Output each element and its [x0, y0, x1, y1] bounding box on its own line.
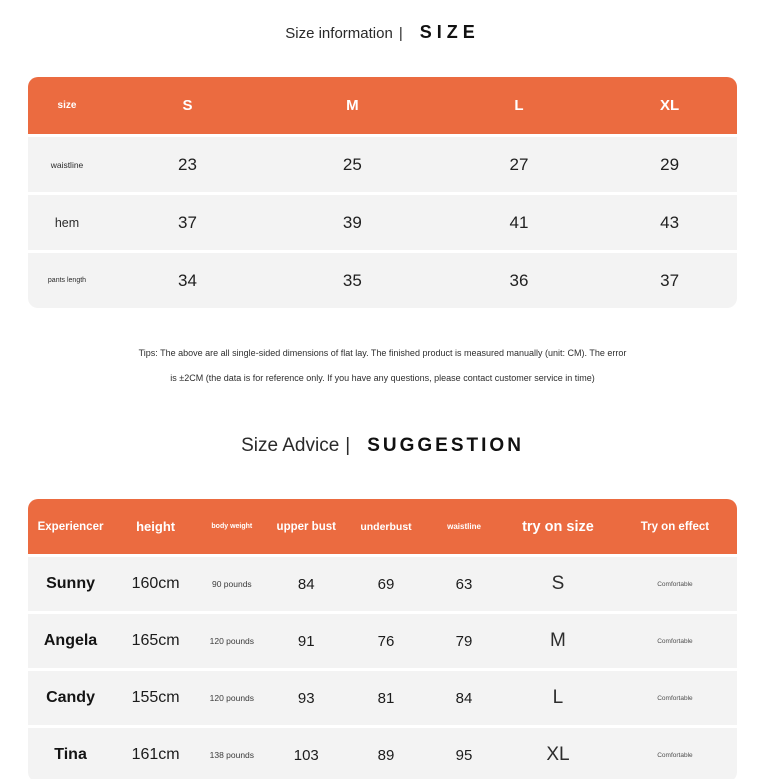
upper-bust-value: 103: [293, 746, 319, 764]
size-table-header-l: L: [514, 97, 524, 114]
size-tips-line2: is ±2CM (the data is for reference only.…: [170, 373, 595, 383]
advice-table: Experiencer height body weight upper bus…: [28, 499, 737, 779]
try-on-effect-value: Comfortable: [657, 580, 693, 588]
experiencer-name: Sunny: [46, 575, 95, 592]
advice-table-row: Sunny 160cm 90 pounds 84 69 63 S Comfort…: [28, 557, 737, 611]
cell-value: 39: [342, 212, 362, 232]
size-tips-line1: Tips: The above are all single-sided dim…: [138, 348, 627, 358]
experiencer-height: 160cm: [131, 575, 180, 592]
underbust-value: 89: [377, 746, 395, 764]
experiencer-height: 161cm: [131, 746, 180, 763]
cell-value: 37: [660, 270, 680, 290]
title-divider: |: [345, 435, 351, 456]
underbust-value: 76: [377, 632, 395, 650]
size-table-row-pants-length: pants length 34 35 36 37: [28, 253, 737, 308]
row-label: hem: [54, 215, 80, 230]
size-tips: Tips: The above are all single-sided dim…: [28, 341, 737, 391]
size-table-header-s: S: [182, 97, 193, 114]
cell-value: 43: [660, 212, 680, 232]
cell-value: 34: [178, 270, 197, 290]
advice-header-height: height: [136, 519, 176, 534]
row-label: pants length: [47, 277, 87, 284]
advice-header-try-on-effect: Try on effect: [640, 520, 710, 533]
size-chart-content: Size information | SIZE size S M L XL wa…: [28, 0, 737, 779]
row-label: waistline: [50, 159, 84, 170]
experiencer-weight: 138 pounds: [209, 750, 255, 760]
experiencer-weight: 90 pounds: [211, 579, 252, 589]
advice-table-row: Tina 161cm 138 pounds 103 89 95 XL Comfo…: [28, 728, 737, 779]
waistline-value: 63: [455, 575, 473, 593]
advice-header-body-weight: body weight: [211, 523, 253, 530]
try-on-size-value: M: [550, 630, 566, 651]
advice-header-underbust: underbust: [360, 520, 412, 533]
advice-header-try-on-size: try on size: [522, 518, 594, 535]
size-table-header-xl: XL: [660, 97, 680, 114]
waistline-value: 79: [455, 632, 473, 650]
size-information-title-text: Size information: [285, 25, 393, 42]
cell-value: 41: [509, 212, 529, 232]
cell-value: 23: [178, 154, 197, 174]
try-on-size-value: S: [551, 573, 565, 594]
experiencer-weight: 120 pounds: [209, 693, 255, 703]
size-advice-title-en: SUGGESTION: [367, 435, 524, 456]
size-information-title: Size information | SIZE: [28, 0, 737, 50]
experiencer-height: 155cm: [131, 689, 180, 706]
experiencer-name: Candy: [46, 689, 95, 706]
try-on-effect-value: Comfortable: [657, 751, 693, 759]
try-on-effect-value: Comfortable: [657, 694, 693, 702]
upper-bust-value: 84: [297, 575, 315, 593]
size-table-row-hem: hem 37 39 41 43: [28, 195, 737, 250]
underbust-value: 81: [377, 689, 395, 707]
experiencer-name: Angela: [43, 632, 98, 649]
upper-bust-value: 93: [297, 689, 315, 707]
advice-header-experiencer: Experiencer: [37, 520, 104, 533]
size-table-header-m: M: [346, 97, 359, 114]
size-advice-title: Size Advice | SUGGESTION: [28, 391, 737, 469]
advice-table-row: Candy 155cm 120 pounds 93 81 84 L Comfor…: [28, 671, 737, 725]
size-table-header-size: size: [57, 100, 77, 111]
size-advice-title-text: Size Advice: [241, 435, 340, 456]
upper-bust-value: 91: [297, 632, 315, 650]
cell-value: 35: [342, 270, 362, 290]
title-divider: |: [398, 25, 403, 42]
advice-header-waistline: waistline: [447, 522, 481, 531]
cell-value: 29: [660, 154, 680, 174]
cell-value: 27: [509, 154, 529, 174]
size-information-title-en: SIZE: [419, 22, 480, 42]
cell-value: 25: [342, 154, 362, 174]
try-on-size-value: L: [552, 687, 564, 708]
waistline-value: 95: [455, 746, 473, 764]
advice-header-upper-bust: upper bust: [276, 520, 336, 533]
try-on-effect-value: Comfortable: [657, 637, 693, 645]
size-table: size S M L XL waistline 23 25 27 29 hem …: [28, 77, 737, 308]
advice-table-header-row: Experiencer height body weight upper bus…: [28, 499, 737, 554]
underbust-value: 69: [377, 575, 395, 593]
experiencer-name: Tina: [54, 746, 87, 763]
size-table-header-row: size S M L XL: [28, 77, 737, 134]
waistline-value: 84: [455, 689, 473, 707]
size-table-row-waistline: waistline 23 25 27 29: [28, 137, 737, 192]
cell-value: 36: [509, 270, 529, 290]
experiencer-weight: 120 pounds: [209, 636, 255, 646]
cell-value: 37: [178, 212, 197, 232]
try-on-size-value: XL: [546, 744, 570, 765]
experiencer-height: 165cm: [131, 632, 180, 649]
advice-table-row: Angela 165cm 120 pounds 91 76 79 M Comfo…: [28, 614, 737, 668]
